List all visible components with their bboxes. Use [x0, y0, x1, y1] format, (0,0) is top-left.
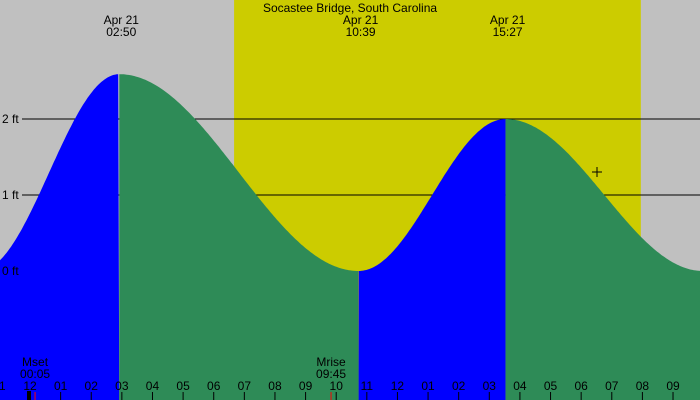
chart-title: Socastee Bridge, South Carolina — [263, 1, 437, 15]
moon-event-label: Mrise — [316, 355, 346, 369]
x-tick-label: 10 — [330, 379, 344, 393]
x-tick-label: 11 — [361, 379, 374, 393]
extreme-time-label: 10:39 — [346, 25, 376, 39]
x-tick-label: 02 — [452, 379, 466, 393]
x-tick-label: 12 — [23, 379, 37, 393]
rising-tide-area — [358, 119, 506, 400]
x-tick-label: 07 — [605, 379, 619, 393]
x-tick-label: 05 — [544, 379, 558, 393]
x-tick-label: 12 — [391, 379, 405, 393]
extreme-date-label: Apr 21 — [490, 13, 526, 27]
x-tick-label: 07 — [238, 379, 252, 393]
moon-event-label: Mset — [22, 355, 49, 369]
x-tick-label: 01 — [54, 379, 68, 393]
y-tick-label: 1 ft — [2, 188, 19, 202]
x-tick-label: 05 — [176, 379, 190, 393]
falling-tide-area — [119, 74, 359, 400]
extreme-time-label: 02:50 — [106, 25, 136, 39]
moon-event-time: 09:45 — [316, 367, 346, 381]
x-tick-label: 03 — [483, 379, 497, 393]
x-tick-label: 02 — [85, 379, 99, 393]
x-tick-label: 11 — [0, 379, 6, 393]
crosshair-cursor — [592, 167, 602, 177]
x-tick-label: 01 — [421, 379, 435, 393]
x-tick-label: 03 — [115, 379, 129, 393]
x-tick-label: 08 — [636, 379, 650, 393]
x-tick-label: 06 — [574, 379, 588, 393]
x-tick-label: 08 — [268, 379, 282, 393]
rising-tide-area — [0, 74, 120, 400]
x-tick-label: 04 — [146, 379, 160, 393]
x-tick-label: 09 — [666, 379, 680, 393]
falling-tide-area — [505, 119, 700, 400]
extreme-date-label: Apr 21 — [104, 13, 140, 27]
x-tick-label: 06 — [207, 379, 221, 393]
y-tick-label: 2 ft — [2, 112, 19, 126]
x-tick-label: 04 — [513, 379, 527, 393]
x-tick-label: 09 — [299, 379, 313, 393]
y-tick-label: 0 ft — [2, 264, 19, 278]
midnight-marker — [27, 391, 31, 400]
extreme-time-label: 15:27 — [493, 25, 523, 39]
moon-event-time: 00:05 — [20, 367, 50, 381]
extreme-date-label: Apr 21 — [343, 13, 379, 27]
